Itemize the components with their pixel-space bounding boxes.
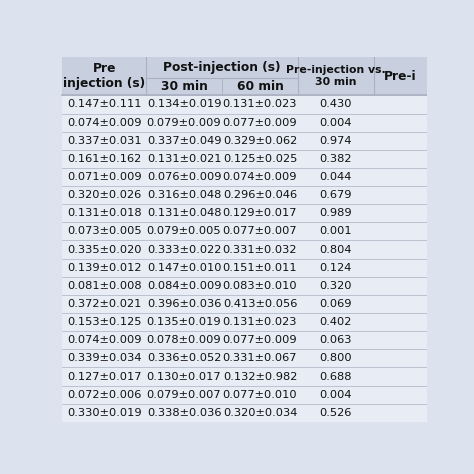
- Bar: [63, 331, 427, 349]
- Text: 0.131±0.021: 0.131±0.021: [147, 154, 221, 164]
- Text: 0.989: 0.989: [319, 208, 352, 218]
- Text: 0.329±0.062: 0.329±0.062: [223, 136, 297, 146]
- Text: 0.134±0.019: 0.134±0.019: [147, 100, 221, 109]
- Text: 0.331±0.032: 0.331±0.032: [223, 245, 297, 255]
- Text: 0.338±0.036: 0.338±0.036: [147, 408, 221, 418]
- Bar: [63, 57, 427, 95]
- Bar: [63, 259, 427, 277]
- Text: 0.131±0.048: 0.131±0.048: [147, 208, 221, 218]
- Text: 0.079±0.007: 0.079±0.007: [147, 390, 221, 400]
- Text: 0.131±0.018: 0.131±0.018: [67, 208, 142, 218]
- Text: 0.339±0.034: 0.339±0.034: [67, 354, 141, 364]
- Text: 0.074±0.009: 0.074±0.009: [67, 335, 141, 345]
- Text: 0.083±0.010: 0.083±0.010: [223, 281, 297, 291]
- Text: 0.430: 0.430: [319, 100, 352, 109]
- Text: 0.316±0.048: 0.316±0.048: [147, 190, 221, 200]
- Bar: [63, 295, 427, 313]
- Text: 0.004: 0.004: [319, 118, 352, 128]
- Text: 0.161±0.162: 0.161±0.162: [67, 154, 141, 164]
- Text: 0.333±0.022: 0.333±0.022: [147, 245, 221, 255]
- Bar: [63, 277, 427, 295]
- Text: 0.337±0.049: 0.337±0.049: [147, 136, 221, 146]
- Text: 0.331±0.067: 0.331±0.067: [223, 354, 297, 364]
- Text: 0.077±0.007: 0.077±0.007: [223, 227, 297, 237]
- Text: 0.077±0.009: 0.077±0.009: [223, 335, 297, 345]
- Text: 0.135±0.019: 0.135±0.019: [147, 317, 221, 327]
- Bar: [63, 313, 427, 331]
- Text: 0.320±0.034: 0.320±0.034: [223, 408, 297, 418]
- Text: 0.004: 0.004: [319, 390, 352, 400]
- Text: 0.079±0.005: 0.079±0.005: [147, 227, 221, 237]
- Text: 30 min: 30 min: [161, 81, 208, 93]
- Text: 0.688: 0.688: [319, 372, 352, 382]
- Bar: [63, 367, 427, 385]
- Text: 0.336±0.052: 0.336±0.052: [147, 354, 221, 364]
- Text: Pre-i: Pre-i: [384, 70, 417, 82]
- Text: 0.402: 0.402: [320, 317, 352, 327]
- Text: 0.124: 0.124: [320, 263, 352, 273]
- Text: Pre-injection vs.
30 min: Pre-injection vs. 30 min: [286, 65, 386, 87]
- Bar: [63, 132, 427, 150]
- Text: 0.077±0.010: 0.077±0.010: [223, 390, 297, 400]
- Text: 0.072±0.006: 0.072±0.006: [67, 390, 141, 400]
- Text: 0.335±0.020: 0.335±0.020: [67, 245, 141, 255]
- Text: Pre
injection (s): Pre injection (s): [63, 62, 145, 90]
- Bar: [63, 150, 427, 168]
- Bar: [63, 240, 427, 259]
- Text: 0.800: 0.800: [319, 354, 352, 364]
- Text: 0.125±0.025: 0.125±0.025: [223, 154, 297, 164]
- Text: 0.804: 0.804: [319, 245, 352, 255]
- Bar: [63, 222, 427, 240]
- Text: 0.077±0.009: 0.077±0.009: [223, 118, 297, 128]
- Text: Post-injection (s): Post-injection (s): [163, 61, 281, 74]
- Text: 0.147±0.010: 0.147±0.010: [147, 263, 221, 273]
- Text: 0.132±0.982: 0.132±0.982: [223, 372, 297, 382]
- Text: 0.074±0.009: 0.074±0.009: [223, 172, 297, 182]
- Bar: [63, 113, 427, 132]
- Text: 0.131±0.023: 0.131±0.023: [223, 100, 297, 109]
- Text: 0.974: 0.974: [319, 136, 352, 146]
- Text: 0.337±0.031: 0.337±0.031: [67, 136, 142, 146]
- Bar: [63, 385, 427, 404]
- Text: 0.073±0.005: 0.073±0.005: [67, 227, 142, 237]
- Text: 0.078±0.009: 0.078±0.009: [147, 335, 221, 345]
- Text: 0.139±0.012: 0.139±0.012: [67, 263, 141, 273]
- Text: 0.069: 0.069: [319, 299, 352, 309]
- Text: 0.079±0.009: 0.079±0.009: [147, 118, 221, 128]
- Text: 0.382: 0.382: [319, 154, 352, 164]
- Bar: [63, 95, 427, 113]
- Text: 0.679: 0.679: [319, 190, 352, 200]
- Text: 0.320±0.026: 0.320±0.026: [67, 190, 141, 200]
- Text: 0.063: 0.063: [319, 335, 352, 345]
- Text: 0.001: 0.001: [319, 227, 352, 237]
- Text: 0.296±0.046: 0.296±0.046: [223, 190, 297, 200]
- Bar: [63, 186, 427, 204]
- Text: 0.526: 0.526: [320, 408, 352, 418]
- Text: 0.151±0.011: 0.151±0.011: [223, 263, 297, 273]
- Text: 0.081±0.008: 0.081±0.008: [67, 281, 142, 291]
- Text: 0.372±0.021: 0.372±0.021: [67, 299, 141, 309]
- Text: 0.147±0.111: 0.147±0.111: [67, 100, 141, 109]
- Text: 0.131±0.023: 0.131±0.023: [223, 317, 297, 327]
- Text: 0.330±0.019: 0.330±0.019: [67, 408, 142, 418]
- Text: 0.413±0.056: 0.413±0.056: [223, 299, 297, 309]
- Bar: [63, 168, 427, 186]
- Text: 0.320: 0.320: [319, 281, 352, 291]
- Text: 0.129±0.017: 0.129±0.017: [223, 208, 297, 218]
- Text: 60 min: 60 min: [237, 81, 283, 93]
- Bar: [63, 404, 427, 422]
- Text: 0.127±0.017: 0.127±0.017: [67, 372, 141, 382]
- Text: 0.153±0.125: 0.153±0.125: [67, 317, 141, 327]
- Text: 0.044: 0.044: [320, 172, 352, 182]
- Text: 0.084±0.009: 0.084±0.009: [147, 281, 221, 291]
- Text: 0.130±0.017: 0.130±0.017: [147, 372, 221, 382]
- Text: 0.076±0.009: 0.076±0.009: [147, 172, 221, 182]
- Bar: [63, 204, 427, 222]
- Text: 0.396±0.036: 0.396±0.036: [147, 299, 221, 309]
- Text: 0.071±0.009: 0.071±0.009: [67, 172, 142, 182]
- Text: 0.074±0.009: 0.074±0.009: [67, 118, 141, 128]
- Bar: [63, 349, 427, 367]
